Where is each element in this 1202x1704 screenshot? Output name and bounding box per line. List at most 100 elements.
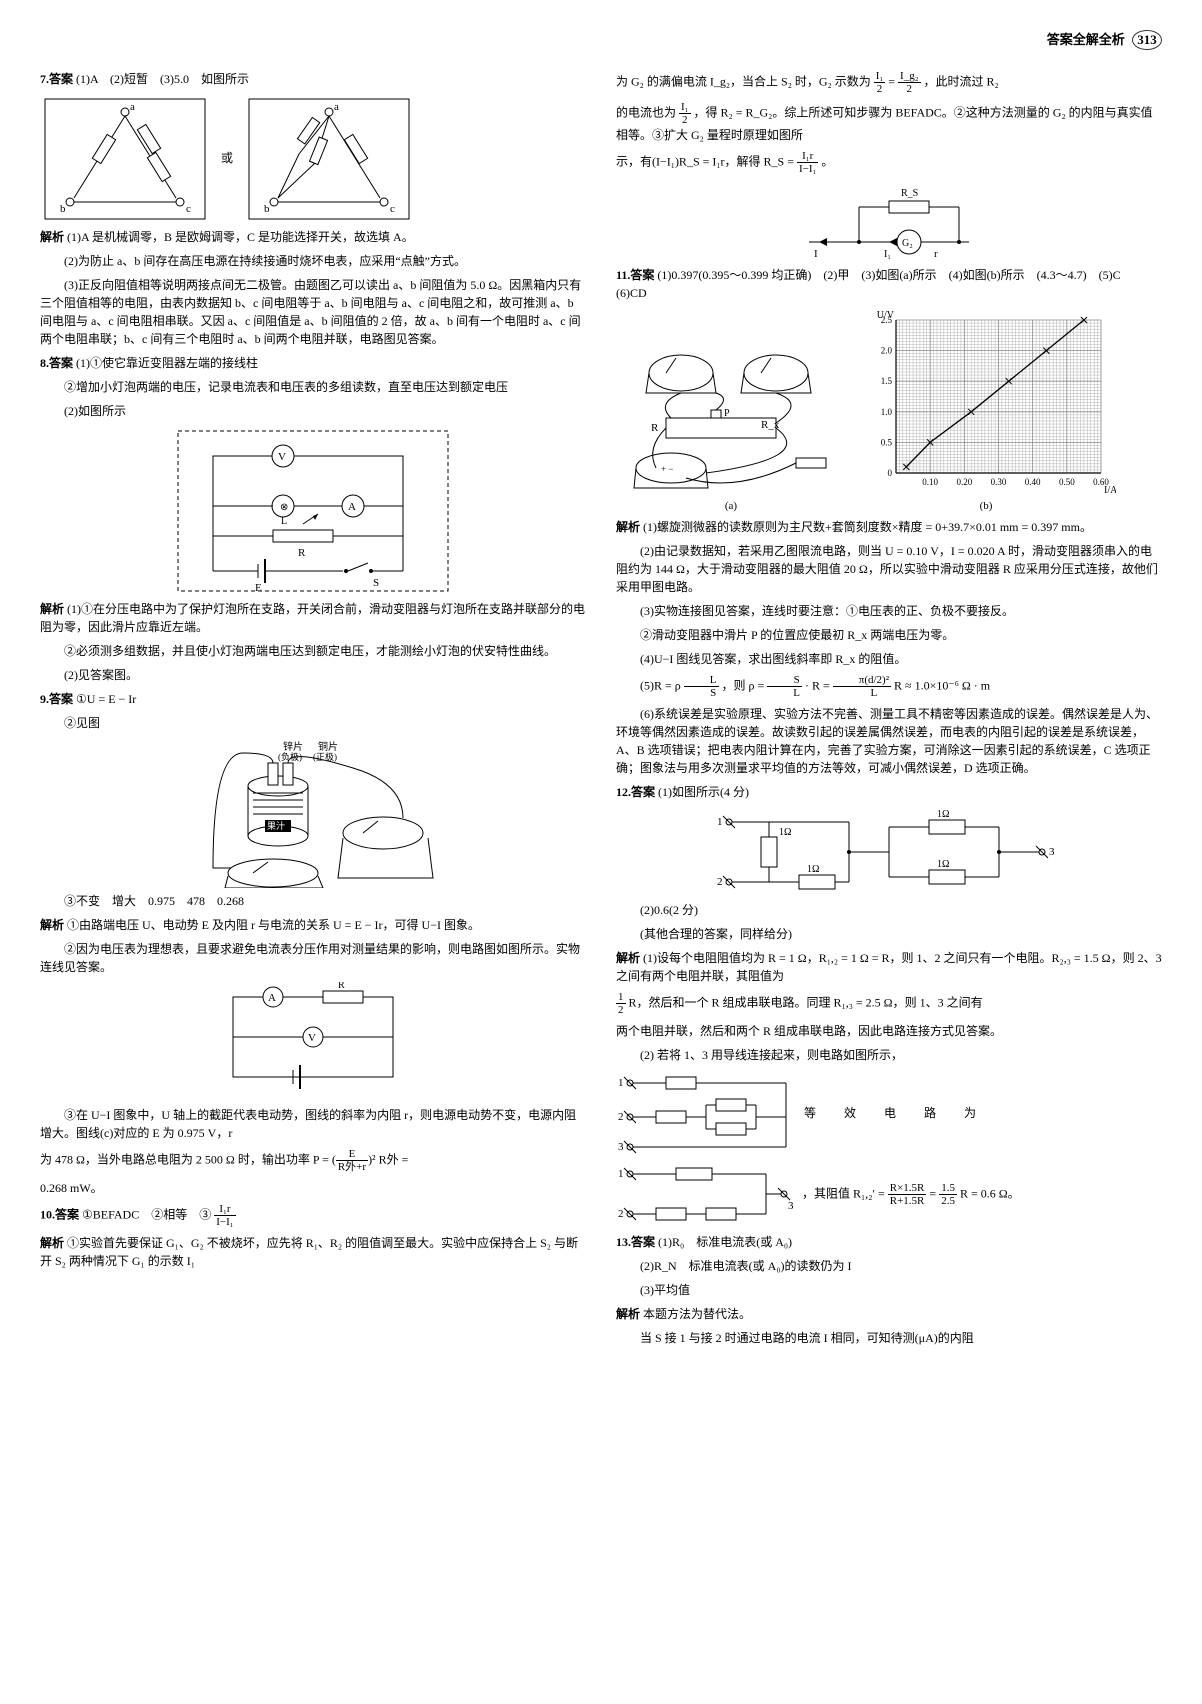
q9-figure: 锌片铜片 (负极)(正极) 果汁 [40, 738, 586, 888]
q12-e2a: (2) 若将 1、3 用导线连接起来，则电路如图所示， [616, 1046, 1162, 1064]
expl-label: 解析 [40, 918, 64, 932]
svg-text:2: 2 [618, 1111, 624, 1123]
svg-text:S: S [373, 577, 379, 589]
svg-text:1: 1 [717, 816, 723, 828]
q9-expl: 解析 ①由路端电压 U、电动势 E 及内阻 r 与电流的关系 U = E − I… [40, 916, 586, 934]
q9-ans2: ②见图 [40, 714, 586, 732]
q7-expl-1: (1)A 是机械调零，B 是欧姆调零，C 是功能选择开关，故选填 A。 [67, 230, 414, 244]
q12-eq-label: 等 效 电 路 为 [804, 1104, 984, 1122]
svg-text:2.0: 2.0 [881, 345, 893, 355]
q12-expl: 解析 (1)设每个电阻阻值均为 R = 1 Ω，R₁,₂ = 1 Ω = R，则… [616, 949, 1162, 985]
q10-cont-2: 的电流也为 I₁2 ，得 R₂ = R_G₂。综上所述可知步骤为 BEFADC。… [616, 101, 1162, 144]
q9-ans3: ③不变 增大 0.975 478 0.268 [40, 892, 586, 910]
svg-text:A: A [268, 992, 276, 1004]
svg-text:R: R [338, 982, 345, 991]
svg-text:a: a [130, 101, 135, 113]
svg-text:b: b [60, 203, 66, 215]
svg-text:2: 2 [618, 1208, 624, 1220]
svg-text:1: 1 [618, 1168, 624, 1180]
q11-fig-b-chart: 0.100.200.300.400.500.600.51.01.52.02.50… [856, 308, 1116, 498]
svg-text:I/A: I/A [1104, 485, 1116, 496]
svg-text:r: r [934, 248, 938, 260]
q12-figure-2: 1 2 3 等 效 电 路 为 [616, 1070, 1162, 1155]
svg-text:1.5: 1.5 [881, 376, 893, 386]
q13-e2: 当 S 接 1 与接 2 时通过电路的电流 I 相同，可知待测(μA)的内阻 [616, 1329, 1162, 1347]
svg-text:A: A [348, 501, 356, 513]
page-number: 313 [1132, 30, 1162, 50]
q11-e3: (3)实物连接图见答案，连线时要注意：①电压表的正、负极不要接反。 [616, 602, 1162, 620]
q8-expl-2: ②必须测多组数据，并且使小灯泡两端电压达到额定电压，才能测绘小灯泡的伏安特性曲线… [40, 642, 586, 660]
q11-e1: (1)螺旋测微器的读数原则为主尺数+套筒刻度数×精度 = 0+39.7×0.01… [643, 520, 1092, 534]
q9-e3b-suf: R外 = [379, 1152, 409, 1166]
q9-expl-3b: 为 478 Ω，当外电路总电阻为 2 500 Ω 时，输出功率 P = (ER外… [40, 1148, 586, 1173]
q9-expl-3a: ③在 U−I 图象中，U 轴上的截距代表电动势，图线的斜率为内阻 r，则电源电动… [40, 1106, 586, 1142]
q9-ans1: ①U = E − Ir [76, 692, 136, 706]
q12-figure-1: 1 2 1Ω 1Ω 1Ω 1Ω 3 [616, 807, 1162, 897]
q10-ans1-pre: ①BEFADC ②相等 ③ [82, 1208, 211, 1222]
svg-text:0.30: 0.30 [991, 477, 1007, 487]
svg-text:V: V [278, 451, 286, 463]
q9-apparatus: 锌片铜片 (负极)(正极) 果汁 [183, 738, 443, 888]
svg-text:b: b [264, 203, 270, 215]
q10-cont-1: 为 G₂ 的满偏电流 I_g₂，当合上 S₂ 时，G₂ 示数为 I₁2 = I_… [616, 70, 1162, 95]
svg-text:0: 0 [888, 468, 893, 478]
q9-e3b-pre: 为 478 Ω，当外电路总电阻为 2 500 Ω 时，输出功率 P = [40, 1152, 332, 1166]
q11-fig-a-label: (a) [616, 498, 846, 515]
q12-ans2b: (其他合理的答案，同样给分) [616, 925, 1162, 943]
q12-e2b: ，其阻值 R₁,₂′ = R×1.5RR+1.5R = 1.52.5 R = 0… [802, 1182, 1020, 1207]
q7-diagram-1: a b c [40, 94, 210, 224]
svg-text:0.50: 0.50 [1059, 477, 1075, 487]
q10: 10.答案 ①BEFADC ②相等 ③ I₁rI−I₁ [40, 1203, 586, 1228]
svg-text:1: 1 [618, 1077, 624, 1089]
q8: 8.答案 (1)①使它靠近变阻器左端的接线柱 [40, 354, 586, 372]
q8-circuit: V ⊗ L A R E S [173, 426, 453, 596]
q8-label: 8.答案 [40, 356, 73, 370]
q12-e1-mid: 12 R，然后和一个 R 组成串联电路。同理 R₁,₃ = 2.5 Ω，则 1、… [616, 991, 1162, 1016]
svg-text:E: E [255, 582, 262, 594]
svg-text:1.0: 1.0 [881, 406, 893, 416]
q11-expl: 解析 (1)螺旋测微器的读数原则为主尺数+套筒刻度数×精度 = 0+39.7×0… [616, 518, 1162, 536]
q12-e1b: 两个电阻并联，然后和两个 R 组成串联电路，因此电路连接方式见答案。 [616, 1022, 1162, 1040]
q13: 13.答案 (1)R₀ 标准电流表(或 A₀) [616, 1233, 1162, 1251]
q13-ans2: (2)R_N 标准电流表(或 A₀)的读数仍为 I [616, 1257, 1162, 1275]
svg-text:U/V: U/V [877, 310, 895, 321]
svg-text:R_x: R_x [761, 419, 780, 431]
q10-circuit: I G₂ I₁ R_S r [789, 182, 989, 262]
q13-expl: 解析 本题方法为替代法。 [616, 1305, 1162, 1323]
q7: 7.答案 (1)A (2)短暂 (3)5.0 如图所示 [40, 70, 586, 88]
q12: 12.答案 (1)如图所示(4 分) [616, 783, 1162, 801]
q11: 11.答案 (1)0.397(0.395～0.399 均正确) (2)甲 (3)… [616, 266, 1162, 302]
left-column: 7.答案 (1)A (2)短暂 (3)5.0 如图所示 a b c 或 a b … [40, 70, 586, 1353]
right-column: 为 G₂ 的满偏电流 I_g₂，当合上 S₂ 时，G₂ 示数为 I₁2 = I_… [616, 70, 1162, 1353]
q13-label: 13.答案 [616, 1235, 655, 1249]
svg-text:1Ω: 1Ω [937, 859, 949, 870]
q13-ans1: (1)R₀ 标准电流表(或 A₀) [658, 1235, 792, 1249]
q10-expl-1: ①实验首先要保证 G₁、G₂ 不被烧坏，应先将 R₁、R₂ 的阻值调至最大。实验… [40, 1236, 578, 1268]
svg-text:c: c [186, 203, 191, 215]
svg-text:+ −: + − [661, 464, 673, 474]
q10-label: 10.答案 [40, 1208, 79, 1222]
expl-label: 解析 [40, 230, 64, 244]
svg-text:1Ω: 1Ω [937, 809, 949, 820]
svg-text:⊗: ⊗ [280, 502, 288, 513]
svg-text:3: 3 [618, 1141, 624, 1153]
svg-text:2: 2 [717, 876, 723, 888]
svg-text:1Ω: 1Ω [779, 827, 791, 838]
svg-text:R_S: R_S [901, 188, 918, 199]
q12-ans1: (1)如图所示(4 分) [658, 785, 749, 799]
q11-e4: (4)U−I 图线见答案，求出图线斜率即 R_x 的阻值。 [616, 650, 1162, 668]
q11-e6: (6)系统误差是实验原理、实验方法不完善、测量工具不精密等因素造成的误差。偶然误… [616, 705, 1162, 777]
q12-e1-pre: (1)设每个电阻阻值均为 R = 1 Ω，R₁,₂ = 1 Ω = R，则 1、… [616, 951, 1162, 983]
q11-e2: (2)由记录数据知，若采用乙图限流电路，则当 U = 0.10 V，I = 0.… [616, 542, 1162, 596]
q9-label: 9.答案 [40, 692, 73, 706]
svg-text:3: 3 [1049, 846, 1055, 858]
q8-expl-1: (1)①在分压电路中为了保护灯泡所在支路，开关闭合前，滑动变阻器与灯泡所在支路并… [40, 602, 585, 634]
q8-expl: 解析 (1)①在分压电路中为了保护灯泡所在支路，开关闭合前，滑动变阻器与灯泡所在… [40, 600, 586, 636]
q7-figure: a b c 或 a b c [40, 94, 586, 224]
q7-answer: (1)A (2)短暂 (3)5.0 如图所示 [76, 72, 249, 86]
q12-label: 12.答案 [616, 785, 655, 799]
q11-figures: P R + − R_x (a) 0.100.200.300.400.500.60… [616, 308, 1162, 515]
svg-text:1Ω: 1Ω [807, 864, 819, 875]
svg-text:0.10: 0.10 [922, 477, 938, 487]
q13-ans3: (3)平均值 [616, 1281, 1162, 1299]
